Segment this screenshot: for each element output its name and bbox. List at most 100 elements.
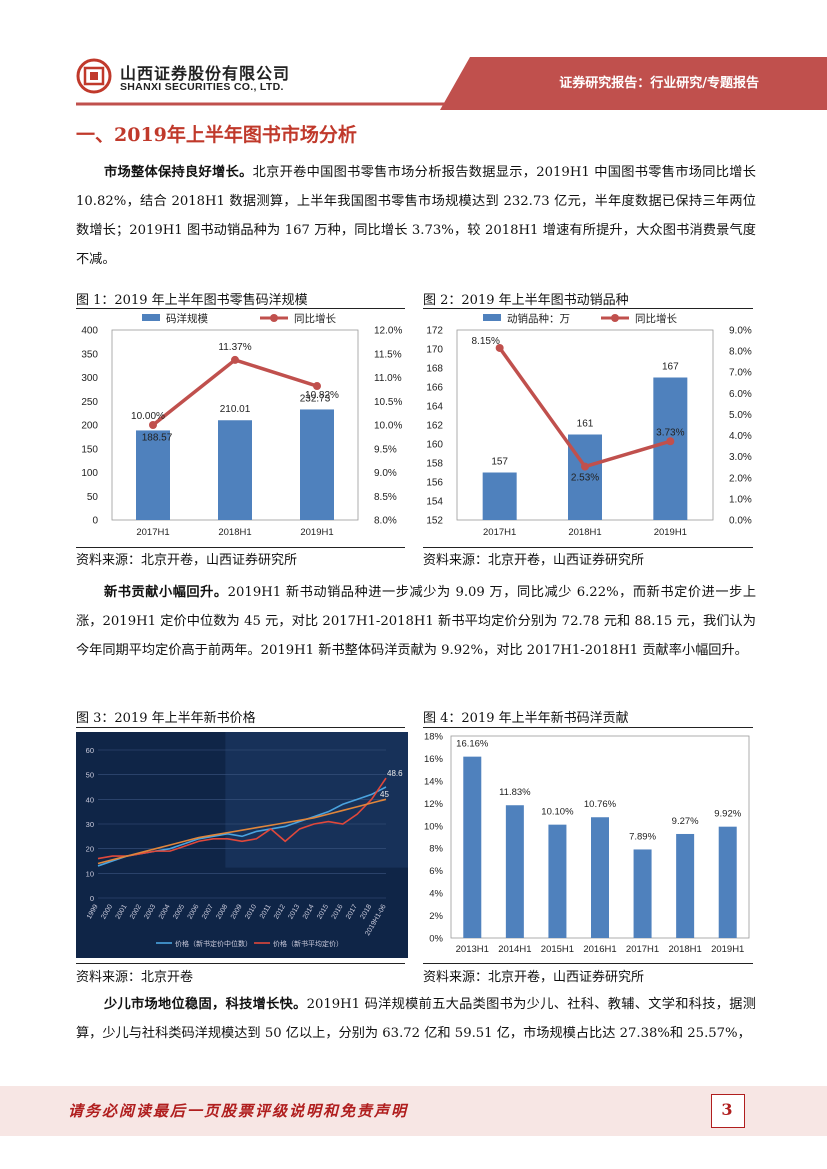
figure-4-chart: 0% 2% 4% 6% 8% 10% 12% 14% 16% 18% 16.16% 2013H1 11.… <box>424 732 750 955</box>
y-right-tick-label: 8.0% <box>729 347 752 358</box>
y-left-tick-label: 150 <box>81 444 98 455</box>
y-right-tick-label: 4.0% <box>729 431 752 442</box>
y-left-tick-label: 0 <box>92 516 98 527</box>
bar <box>300 409 334 520</box>
x-tick-label: 2018H1 <box>218 527 251 538</box>
x-tick-label: 2019H1 <box>711 944 744 955</box>
y-left-tick-label: 350 <box>81 349 98 360</box>
figure-2-source: 资料来源：北京开卷，山西证券研究所 <box>423 553 645 568</box>
figure-3-rule <box>76 727 405 728</box>
y-tick-label: 2% <box>429 911 443 922</box>
bar <box>482 472 517 520</box>
bar <box>653 377 688 520</box>
y-left-tick-label: 172 <box>426 326 443 337</box>
y-right-tick-label: 9.5% <box>374 444 397 455</box>
y-right-tick-label: 9.0% <box>374 468 397 479</box>
series-line <box>97 777 387 860</box>
map-watermark <box>225 732 408 868</box>
y-left-tick-label: 50 <box>87 492 99 503</box>
x-tick-label: 2014H1 <box>498 944 531 955</box>
growth-point <box>495 343 504 352</box>
paragraph-body: 2019H1 码洋规模前五大品类图书为少儿、社科、教辅、文学和科技，据测算，少儿… <box>76 997 756 1041</box>
growth-point <box>149 421 157 429</box>
paragraph-lead: 新书贡献小幅回升。 <box>104 585 228 600</box>
bar-value-label: 16.16% <box>456 739 489 750</box>
bar-value-label: 161 <box>577 419 594 430</box>
y-tick-label: 60 <box>86 746 94 755</box>
y-right-tick-label: 9.0% <box>729 326 752 337</box>
x-tick-label: 2013H1 <box>456 944 489 955</box>
x-tick-label: 2017H1 <box>136 527 169 538</box>
y-left-tick-label: 152 <box>426 516 443 527</box>
header-band <box>76 57 827 110</box>
paragraph-lead: 市场整体保持良好增长。 <box>104 165 253 180</box>
y-left-tick-label: 100 <box>81 468 98 479</box>
figure-4-rule-bottom <box>423 963 753 964</box>
footer-disclaimer: 请务必阅读最后一页股票评级说明和免责声明 <box>68 1102 409 1120</box>
y-left-tick-label: 160 <box>426 440 443 451</box>
line-value-label: 3.73% <box>656 427 684 438</box>
y-tick-label: 10 <box>86 869 94 878</box>
bar-value-label: 7.89% <box>629 831 656 842</box>
bar <box>633 849 652 938</box>
y-left-tick-label: 156 <box>426 478 443 489</box>
y-right-tick-label: 12.0% <box>374 326 402 337</box>
x-tick-label: 2018H1 <box>568 527 601 538</box>
y-left-tick-label: 158 <box>426 459 443 470</box>
figure-1-rule <box>76 308 405 309</box>
line-value-label: 10.00% <box>131 411 165 422</box>
growth-point <box>666 437 675 446</box>
growth-point <box>231 355 239 364</box>
footer-band <box>0 1086 827 1136</box>
figure-2-rule <box>423 308 753 309</box>
end-label: 45 <box>380 790 389 799</box>
y-right-tick-label: 10.5% <box>374 397 402 408</box>
paragraph-market: 市场整体保持良好增长。北京开卷中国图书零售市场分析报告数据显示，2019H1 中… <box>76 158 756 274</box>
figure-1-rule-bottom <box>76 547 405 548</box>
bar-value-label: 11.83% <box>499 787 531 798</box>
growth-point <box>313 382 321 391</box>
bar-value-label: 10.10% <box>541 807 574 818</box>
y-tick-label: 4% <box>429 889 443 900</box>
x-tick-label: 2015H1 <box>541 944 574 955</box>
y-left-tick-label: 250 <box>81 397 98 408</box>
line-value-label: 2.53% <box>571 473 599 484</box>
series-line <box>97 798 387 865</box>
y-tick-label: 20 <box>86 845 94 854</box>
y-left-tick-label: 200 <box>81 421 98 432</box>
y-left-tick-label: 162 <box>426 421 443 432</box>
y-left-tick-label: 170 <box>426 345 443 356</box>
y-left-tick-label: 168 <box>426 364 443 375</box>
figure-4-source: 资料来源：北京开卷，山西证券研究所 <box>423 970 645 985</box>
y-left-tick-label: 154 <box>426 497 443 508</box>
y-right-tick-label: 3.0% <box>729 452 752 463</box>
line-value-label: 8.15% <box>471 336 499 347</box>
y-right-tick-label: 5.0% <box>729 410 752 421</box>
legend-label-line: 同比增长 <box>294 312 336 325</box>
legend-swatch-marker <box>611 314 619 322</box>
y-left-tick-label: 166 <box>426 383 443 394</box>
y-tick-label: 0% <box>429 934 443 945</box>
y-tick-label: 8% <box>429 844 443 855</box>
company-name-en: SHANXI SECURITIES CO., LTD. <box>120 81 284 93</box>
bar-value-label: 157 <box>491 457 508 468</box>
figure-3-rule-bottom <box>76 963 405 964</box>
y-left-tick-label: 164 <box>426 402 443 413</box>
bar <box>591 817 609 938</box>
y-right-tick-label: 6.0% <box>729 389 752 400</box>
bar <box>505 805 524 938</box>
y-right-tick-label: 7.0% <box>729 368 752 379</box>
x-tick-label: 2018H1 <box>669 944 702 955</box>
y-tick-label: 18% <box>424 732 444 743</box>
x-tick-label: 2017H1 <box>626 944 659 955</box>
paragraph-body: 2019H1 新书动销品种进一步减少为 9.09 万，同比减少 6.22%，而新… <box>76 585 757 658</box>
figure-2-rule-bottom <box>423 547 753 548</box>
y-tick-label: 16% <box>424 754 444 765</box>
figure-2-title: 图 2：2019 年上半年图书动销品种 <box>423 293 629 308</box>
legend-swatch-bar <box>483 314 501 321</box>
growth-point <box>581 462 589 471</box>
page-number-box <box>711 1094 745 1128</box>
figure-1-title: 图 1：2019 年上半年图书零售码洋规模 <box>76 293 308 308</box>
bar <box>136 430 170 520</box>
